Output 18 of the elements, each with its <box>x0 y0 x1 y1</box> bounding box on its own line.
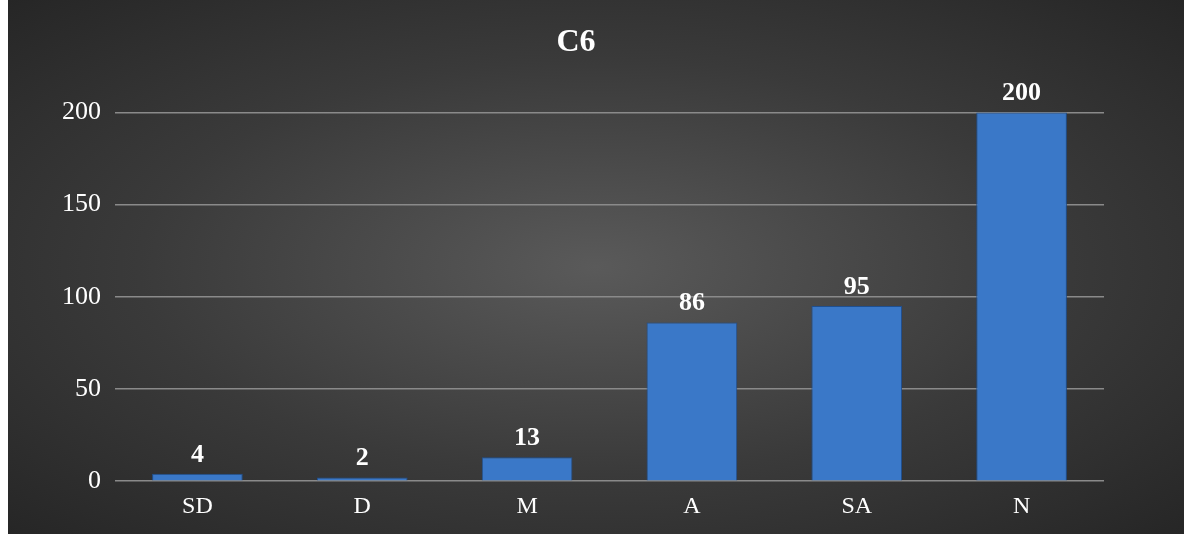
y-tick-label: 50 <box>75 372 101 402</box>
data-label: 13 <box>514 421 541 451</box>
y-tick-label: 200 <box>62 96 101 126</box>
x-tick-label: N <box>1012 491 1031 518</box>
data-label: 4 <box>190 438 204 468</box>
y-tick-label: 0 <box>88 465 101 495</box>
x-tick-label: D <box>353 491 371 518</box>
data-label: 86 <box>678 287 705 317</box>
x-tick-label: M <box>516 491 538 518</box>
data-label: 200 <box>1002 77 1042 107</box>
x-tick-label: A <box>683 491 702 518</box>
x-tick-label: SA <box>841 491 873 518</box>
y-tick-label: 100 <box>62 280 101 310</box>
x-tick-label: SD <box>182 491 213 518</box>
y-tick-label: 150 <box>62 188 101 218</box>
chart-title: C6 <box>556 22 596 59</box>
data-label: 95 <box>843 270 870 300</box>
data-label: 2 <box>355 442 369 472</box>
